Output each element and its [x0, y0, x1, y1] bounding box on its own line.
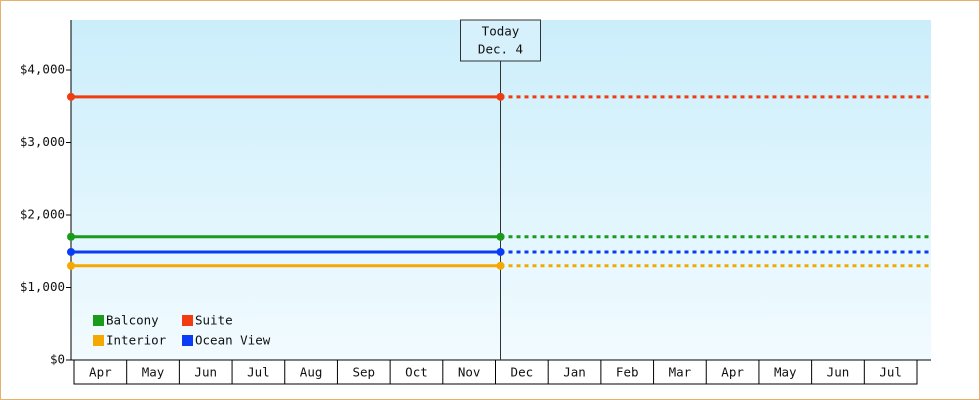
legend-swatch	[182, 315, 193, 326]
x-tick-label: Aug	[300, 365, 323, 380]
x-tick-label: Oct	[405, 365, 428, 380]
today-date: Dec. 4	[478, 42, 523, 57]
x-tick-label: Sep	[352, 365, 375, 380]
series-point	[496, 232, 505, 241]
legend-swatch	[93, 315, 104, 326]
today-title: Today	[482, 24, 520, 39]
y-tick-label: $2,000	[20, 207, 65, 222]
x-tick-label: Jun	[194, 365, 217, 380]
legend-label: Interior	[106, 333, 167, 348]
y-tick-label: $4,000	[20, 62, 65, 77]
x-tick-label: May	[774, 365, 797, 380]
series-point	[67, 247, 75, 256]
x-tick-label: Apr	[721, 365, 744, 380]
x-tick-label: Nov	[458, 365, 481, 380]
series-point	[67, 261, 75, 270]
x-tick-label: Dec	[511, 365, 534, 380]
series-point	[67, 232, 75, 241]
series-point	[496, 247, 505, 256]
x-tick-label: May	[142, 365, 165, 380]
x-tick-label: Jun	[827, 365, 850, 380]
x-tick-label: Apr	[89, 365, 112, 380]
x-tick-label: Jul	[879, 365, 902, 380]
legend-label: Suite	[195, 313, 233, 328]
today-box	[460, 19, 541, 62]
legend-label: Balcony	[106, 313, 159, 328]
series-point	[67, 92, 75, 101]
y-tick-label: $3,000	[20, 134, 65, 149]
y-tick-label: $1,000	[20, 279, 65, 294]
y-tick-label: $0	[50, 352, 65, 367]
x-tick-label: Jul	[247, 365, 270, 380]
series-point	[496, 92, 505, 101]
series-point	[496, 261, 505, 270]
x-tick-label: Jan	[563, 365, 586, 380]
x-tick-label: Mar	[669, 365, 692, 380]
x-tick-label: Feb	[616, 365, 639, 380]
legend-swatch	[93, 335, 104, 346]
legend-label: Ocean View	[195, 333, 271, 348]
legend-swatch	[182, 335, 193, 346]
